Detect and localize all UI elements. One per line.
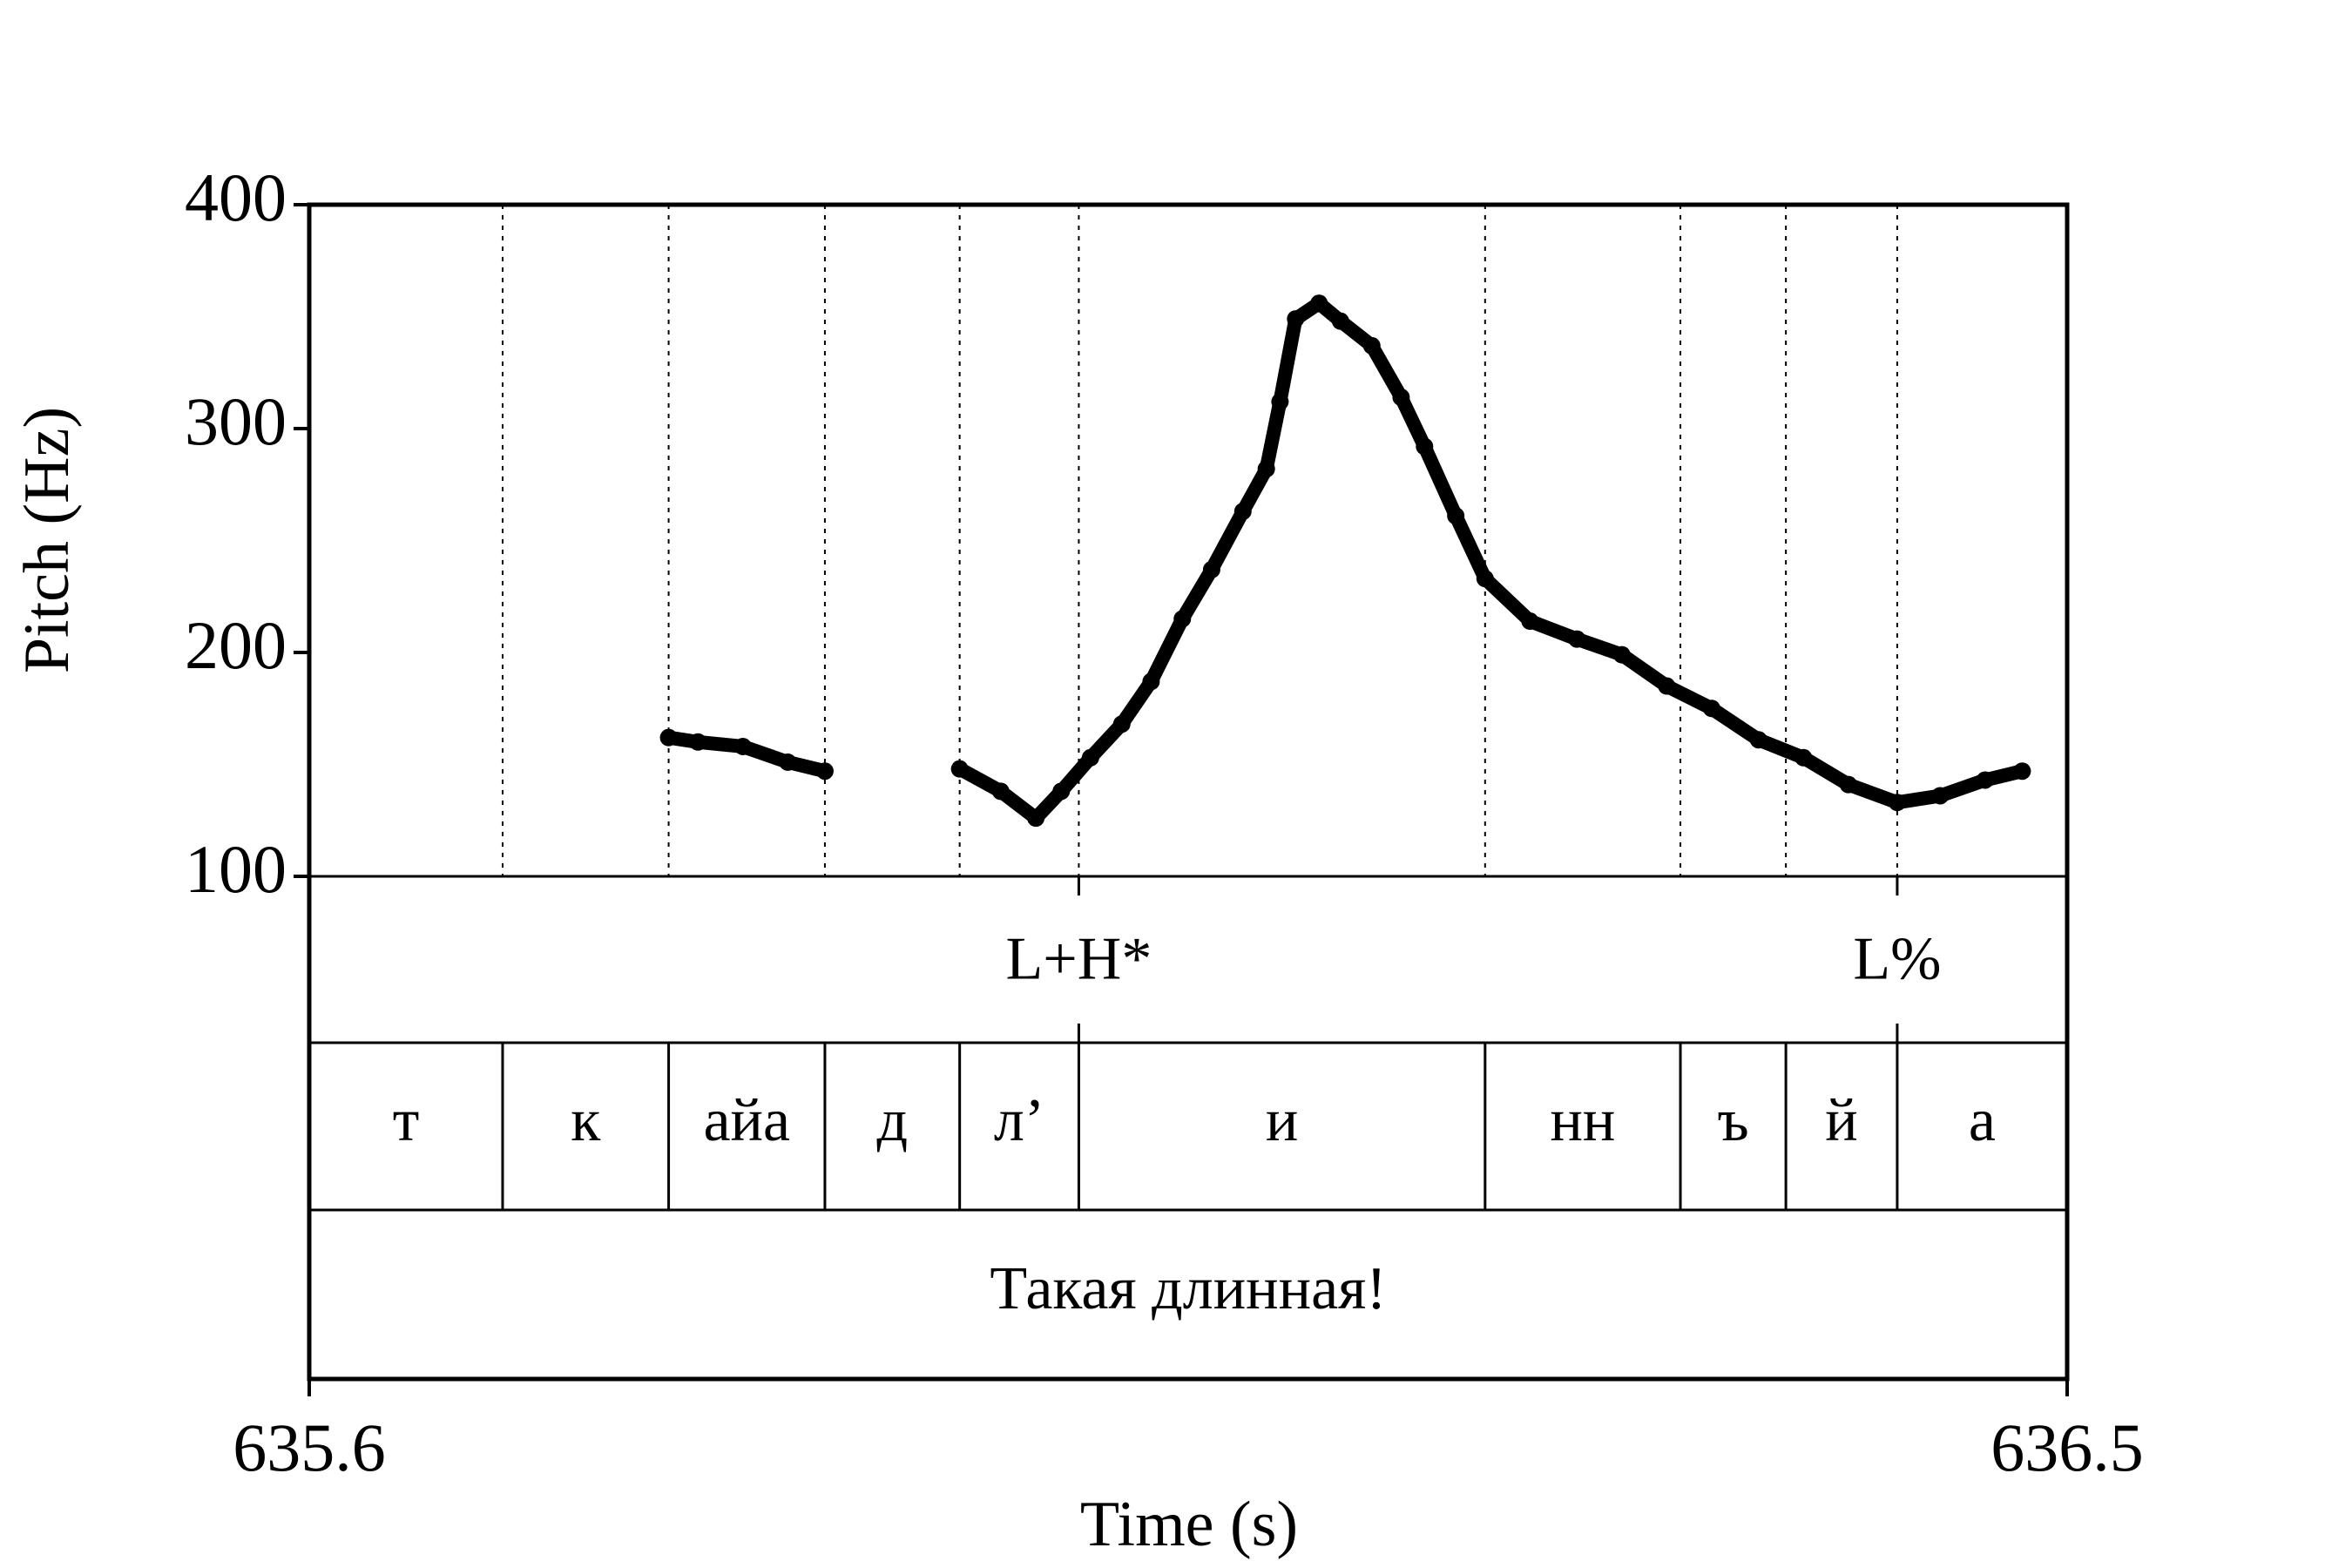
- x-tick-label: 636.5: [1990, 1409, 2144, 1485]
- x-tick-label: 635.6: [233, 1409, 386, 1485]
- y-tick-label: 300: [185, 383, 287, 459]
- pitch-point: [1658, 677, 1676, 695]
- pitch-point: [1931, 787, 1950, 805]
- tone-label: L%: [1853, 926, 1941, 993]
- pitch-point: [1173, 610, 1192, 628]
- pitch-point: [1476, 570, 1494, 588]
- pitch-point: [1702, 700, 1720, 718]
- pitch-point: [1794, 748, 1813, 767]
- pitch-point: [779, 753, 797, 771]
- pitch-point: [1749, 731, 1767, 749]
- pitch-point: [689, 733, 707, 751]
- pitch-point: [733, 737, 752, 755]
- interval-label: д: [876, 1087, 908, 1154]
- x-axis-label: Time (s): [1080, 1489, 1298, 1560]
- pitch-point: [1612, 645, 1631, 664]
- pitch-point: [1521, 612, 1539, 631]
- pitch-point: [1362, 336, 1381, 355]
- pitch-point: [1839, 775, 1857, 794]
- pitch-point: [1976, 771, 1994, 789]
- interval-label: и: [1266, 1087, 1298, 1154]
- interval-label: л’: [994, 1087, 1044, 1154]
- pitch-point: [1081, 748, 1099, 767]
- pitch-point: [1112, 715, 1131, 733]
- pitch-point: [1257, 460, 1275, 478]
- pitch-point: [1310, 294, 1328, 313]
- interval-label: т: [393, 1087, 420, 1154]
- interval-label: к: [571, 1087, 601, 1154]
- pitch-point: [1568, 630, 1586, 648]
- pitch-point: [1392, 389, 1410, 407]
- pitch-line: [661, 296, 2030, 826]
- y-axis-label: Pitch (Hz): [11, 407, 83, 673]
- pitch-point: [1202, 560, 1220, 578]
- y-tick-label: 200: [185, 607, 287, 683]
- pitch-point: [991, 782, 1010, 801]
- y-tick-label: 400: [185, 159, 287, 235]
- pitch-point: [1416, 437, 1434, 456]
- pitch-point: [1027, 809, 1045, 828]
- interval-label: айа: [703, 1087, 790, 1154]
- pitch-point: [1271, 393, 1289, 411]
- pitch-point: [815, 762, 834, 781]
- interval-label: й: [1825, 1087, 1857, 1154]
- frame: [307, 202, 2070, 1382]
- interval-label: Такая длинная!: [990, 1255, 1386, 1322]
- interval-label: ъ: [1717, 1087, 1748, 1154]
- interval-label: нн: [1550, 1087, 1615, 1154]
- pitch-point: [659, 728, 678, 747]
- pitch-point: [1142, 672, 1160, 691]
- pitch-point: [1888, 794, 1906, 812]
- pitch-point: [1331, 312, 1349, 330]
- pitch-point: [1447, 507, 1465, 525]
- tone-label: L+H*: [1006, 926, 1152, 993]
- pitch-point: [950, 760, 969, 778]
- pitch-point: [1233, 503, 1252, 521]
- pitch-point: [1052, 782, 1071, 801]
- pitch-point: [1287, 310, 1305, 328]
- y-tick-label: 100: [185, 831, 287, 907]
- pitch-point: [2013, 762, 2031, 781]
- interval-label: а: [1969, 1087, 1996, 1154]
